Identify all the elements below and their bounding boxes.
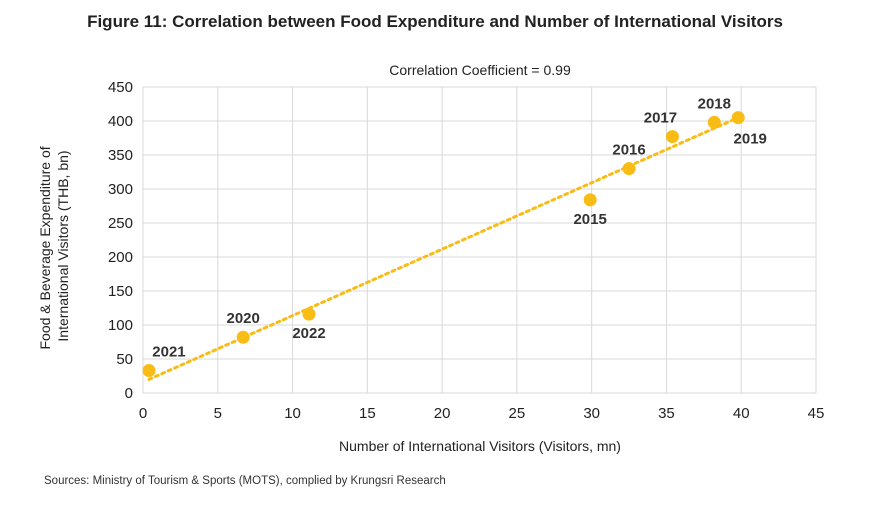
x-tick-label: 10: [284, 405, 301, 422]
y-tick-label: 400: [108, 113, 133, 130]
y-tick-label: 450: [108, 79, 133, 96]
chart-subtitle: Correlation Coefficient = 0.99: [389, 62, 571, 78]
trendline-group: [147, 116, 740, 381]
scatter-chart: Correlation Coefficient = 0.99 050100150…: [37, 62, 824, 454]
y-tick-label: 150: [108, 283, 133, 300]
data-point: [707, 115, 721, 129]
data-points: [142, 111, 745, 378]
x-tick-label: 25: [509, 405, 526, 422]
y-tick-label: 250: [108, 215, 133, 232]
data-point: [142, 364, 156, 378]
y-axis-title: Food & Beverage Expenditure of Internati…: [37, 142, 71, 349]
x-tick-label: 15: [359, 405, 376, 422]
data-point: [665, 130, 679, 144]
y-tick-label: 200: [108, 249, 133, 266]
data-point: [622, 162, 636, 176]
x-tick-label: 40: [733, 405, 750, 422]
gridlines: [142, 86, 817, 394]
y-tick-label: 50: [116, 351, 133, 368]
x-axis-title: Number of International Visitors (Visito…: [339, 438, 621, 454]
data-point: [731, 111, 745, 125]
tick-labels: 0 50 100 150 200 250 300 350 400 450 0 5 10 15 20 25 30 3…: [108, 79, 824, 422]
source-note: Sources: Ministry of Tourism & Sports (M…: [44, 475, 446, 487]
point-label: 2020: [227, 310, 260, 327]
y-tick-label: 0: [125, 385, 133, 402]
point-label: 2019: [734, 131, 767, 148]
data-point: [583, 193, 597, 207]
x-tick-label: 30: [583, 405, 600, 422]
y-tick-label: 300: [108, 181, 133, 198]
figure-title: Figure 11: Correlation between Food Expe…: [87, 12, 783, 31]
x-tick-label: 20: [434, 405, 451, 422]
point-label: 2015: [573, 211, 606, 228]
point-labels: 2021 2020 2022 2015 2016 2017 2018 2019: [152, 95, 767, 360]
x-tick-label: 35: [658, 405, 675, 422]
x-tick-label: 5: [214, 405, 222, 422]
trendline: [147, 116, 740, 381]
y-axis-title-line-1: Food & Beverage Expenditure of: [37, 146, 53, 349]
data-point: [236, 330, 250, 344]
x-tick-label: 0: [139, 405, 147, 422]
y-tick-label: 350: [108, 147, 133, 164]
y-axis-title-line-2: International Visitors (THB, bn): [55, 150, 71, 341]
x-tick-label: 45: [808, 405, 825, 422]
point-label: 2021: [152, 344, 185, 361]
point-label: 2016: [612, 142, 645, 159]
point-label: 2022: [292, 325, 325, 342]
point-label: 2017: [644, 110, 677, 127]
data-point: [302, 307, 316, 321]
y-tick-label: 100: [108, 317, 133, 334]
point-label: 2018: [698, 95, 731, 112]
